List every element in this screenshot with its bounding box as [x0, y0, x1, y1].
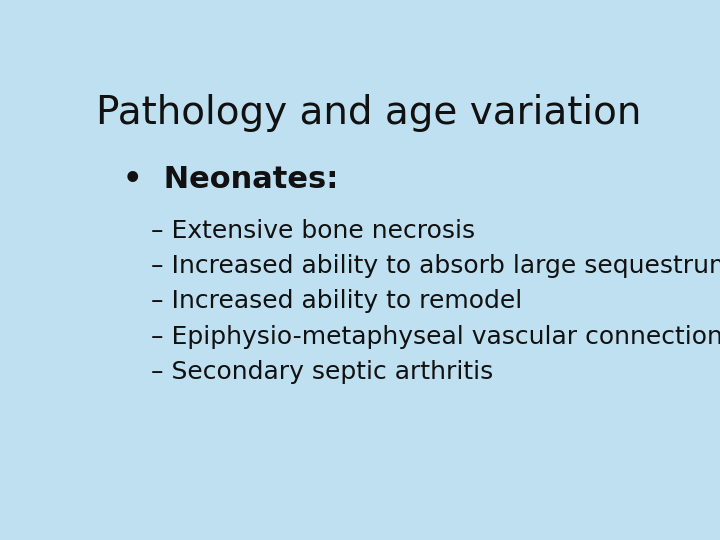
- Text: – Secondary septic arthritis: – Secondary septic arthritis: [151, 360, 494, 384]
- Text: – Increased ability to absorb large sequestrum: – Increased ability to absorb large sequ…: [151, 254, 720, 278]
- Text: – Increased ability to remodel: – Increased ability to remodel: [151, 289, 523, 313]
- Text: •  Neonates:: • Neonates:: [124, 165, 339, 194]
- Text: – Extensive bone necrosis: – Extensive bone necrosis: [151, 219, 475, 242]
- Text: Pathology and age variation: Pathology and age variation: [96, 94, 642, 132]
- Text: – Epiphysio-metaphyseal vascular connection: – Epiphysio-metaphyseal vascular connect…: [151, 325, 720, 349]
